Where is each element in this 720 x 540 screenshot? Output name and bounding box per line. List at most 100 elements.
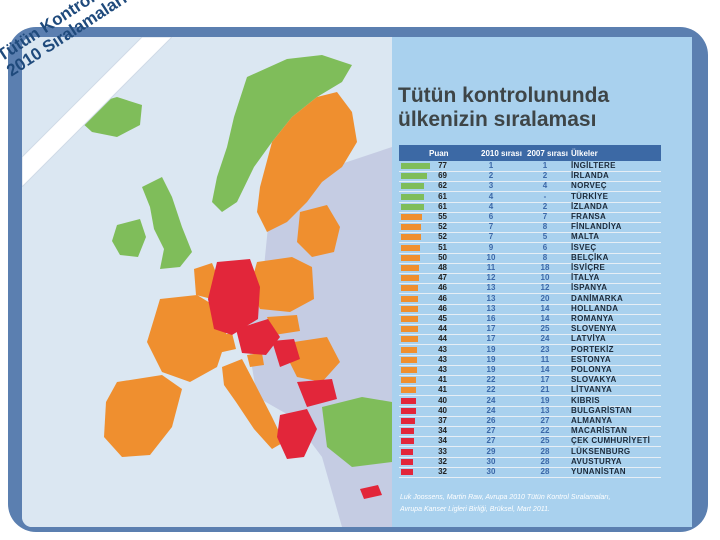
score-value: 62 [438, 181, 447, 191]
table-row: 43 19 14 POLONYA [399, 365, 661, 376]
score-value: 43 [438, 344, 447, 354]
score-value: 55 [438, 212, 447, 221]
score-value: 41 [438, 385, 447, 395]
table-row: 41 22 21 LİTVANYA [399, 385, 661, 397]
score-value: 44 [438, 334, 447, 344]
score-bar [401, 346, 418, 353]
table-row: 45 16 14 ROMANYA [399, 314, 661, 325]
score-value: 41 [438, 375, 447, 385]
country-name: LİTVANYA [571, 385, 613, 395]
score-bar [401, 336, 418, 343]
map-region-hungary [272, 339, 300, 367]
table-row: 46 13 14 HOLLANDA [399, 304, 661, 315]
map-region-cyprus [360, 485, 382, 499]
country-name: İZLANDA [571, 201, 609, 211]
country-name: İSPANYA [571, 283, 608, 293]
score-value: 46 [438, 283, 447, 293]
rank-2007: 25 [540, 324, 550, 334]
header-score: Puan [429, 149, 449, 158]
map-region-slovenia [247, 353, 264, 367]
country-name: DANİMARKA [571, 293, 624, 303]
score-bar [401, 469, 413, 475]
country-name: LATVİYA [571, 334, 606, 344]
rank-2007: - [543, 191, 547, 201]
rank-2010: 17 [486, 324, 496, 334]
rank-2007: 14 [540, 365, 550, 374]
source-line-1: Luk Joossens, Martin Raw, Avrupa 2010 Tü… [400, 494, 611, 501]
rank-2010: 3 [488, 181, 494, 191]
rank-2007: 2 [542, 201, 548, 211]
map-region-switzerland [212, 333, 236, 353]
country-name: YUNANİSTAN [571, 467, 626, 476]
rank-2007: 14 [540, 303, 550, 313]
rank-2007: 28 [540, 456, 550, 466]
score-bar [401, 305, 419, 312]
rank-2010: 24 [486, 405, 496, 415]
table-row: 48 11 18 İSVİÇRE [399, 263, 661, 274]
score-bar [401, 367, 418, 373]
rank-2007: 28 [540, 467, 550, 476]
score-bar [401, 224, 421, 231]
rank-2007: 12 [540, 283, 550, 293]
rank-2010: 13 [486, 303, 496, 313]
country-name: SLOVAKYA [571, 375, 617, 385]
country-name: İRLANDA [571, 171, 610, 181]
rank-2010: 19 [486, 365, 496, 374]
rank-2007: 4 [542, 181, 548, 191]
map-region-iberia [104, 375, 182, 457]
country-name: KIBRIS [571, 395, 600, 405]
score-bar [401, 214, 422, 220]
score-bar [401, 163, 430, 169]
rank-2010: 4 [488, 191, 494, 201]
map-region-bulgaria [297, 379, 337, 407]
score-value: 32 [438, 467, 447, 476]
map-region-romania [288, 337, 340, 382]
score-value: 40 [438, 405, 447, 415]
rank-2007: 6 [542, 242, 548, 252]
score-value: 37 [438, 416, 447, 425]
rank-2007: 7 [542, 212, 548, 221]
table-row: 43 19 23 PORTEKİZ [399, 345, 661, 356]
header-country: Ülkeler [571, 149, 598, 158]
country-name: İNGİLTERE [571, 161, 616, 170]
header-rank-2010: 2010 sırası [481, 149, 522, 158]
table-row: 43 19 11 ESTONYA [399, 355, 661, 366]
table-row: 47 12 10 İTALYA [399, 273, 661, 285]
country-name: İTALYA [571, 273, 600, 283]
rank-2007: 20 [540, 293, 550, 303]
rank-2007: 23 [540, 344, 550, 354]
score-bar [401, 183, 425, 190]
score-bar [401, 377, 417, 384]
rank-2010: 10 [486, 252, 496, 262]
country-name: FİNLANDİYA [571, 222, 622, 232]
header-rank-2007: 2007 sırası [527, 149, 568, 158]
rank-2010: 13 [486, 293, 496, 303]
rank-2010: 17 [486, 334, 496, 344]
rank-2010: 12 [486, 273, 496, 283]
score-value: 52 [438, 222, 447, 232]
source-note: Luk Joossens, Martin Raw, Avrupa 2010 Tü… [400, 492, 670, 516]
table-header: Puan 2010 sırası 2007 sırası Ülkeler [399, 145, 661, 161]
title-line-2: ülkenizin sıralaması [398, 108, 597, 131]
map-region-ireland [112, 219, 146, 257]
rank-2010: 19 [486, 354, 496, 364]
country-name: SLOVENYA [571, 324, 617, 334]
rank-2010: 19 [486, 344, 496, 354]
table-row: 32 30 28 YUNANİSTAN [399, 467, 661, 478]
table-row: 44 17 25 SLOVENYA [399, 324, 661, 336]
rank-2007: 24 [540, 334, 550, 344]
score-bar [401, 356, 418, 363]
score-bar [401, 458, 413, 465]
table-row: 61 4 2 İZLANDA [399, 202, 661, 213]
country-name: MALTA [571, 232, 600, 242]
source-line-2: Avrupa Kanser Ligleri Birliği, Brüksel, … [400, 506, 550, 513]
rank-2007: 22 [540, 426, 550, 436]
rank-2010: 4 [488, 201, 494, 211]
table-row: 50 10 8 BELÇİKA [399, 253, 661, 264]
rank-2010: 9 [488, 242, 494, 252]
rank-2007: 1 [542, 161, 548, 170]
country-name: BULGARİSTAN [571, 405, 632, 415]
score-bar [401, 295, 419, 302]
rank-2007: 11 [540, 354, 550, 364]
score-bar [401, 265, 419, 271]
